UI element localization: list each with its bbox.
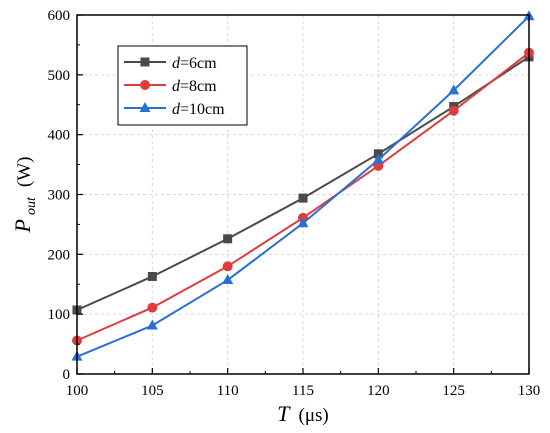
x-axis-unit: (μs)	[299, 405, 329, 426]
y-tick-label: 0	[63, 367, 71, 383]
y-axis-symbol: P	[10, 219, 35, 233]
data-point-triangle	[146, 319, 158, 330]
data-point-circle	[147, 302, 158, 313]
x-tick-label: 100	[66, 383, 89, 399]
data-point-square	[140, 57, 150, 67]
y-tick-label: 300	[48, 188, 71, 204]
data-point-triangle	[448, 84, 460, 95]
y-tick-label: 200	[48, 247, 71, 263]
legend-entry: d=10cm	[124, 101, 225, 118]
data-point-circle	[222, 261, 233, 272]
legend-label: d=8cm	[172, 78, 217, 95]
data-point-triangle	[372, 153, 384, 164]
x-tick-label: 120	[367, 383, 390, 399]
y-tick-label: 100	[48, 307, 71, 323]
data-point-triangle	[297, 217, 309, 228]
legend-label: d=6cm	[172, 55, 217, 72]
y-axis-unit: (W)	[14, 157, 35, 188]
data-point-square	[147, 271, 157, 281]
legend-label-value: =8cm	[180, 78, 217, 95]
data-point-triangle	[139, 102, 151, 112]
legend-entry: d=8cm	[124, 78, 217, 95]
x-axis-symbol: T	[277, 401, 291, 426]
y-tick-label: 600	[48, 8, 71, 24]
legend-entry: d=6cm	[124, 55, 217, 72]
data-point-square	[223, 234, 233, 244]
legend-label: d=10cm	[172, 101, 225, 118]
data-point-circle	[448, 105, 459, 116]
x-tick-label: 105	[141, 383, 164, 399]
legend-label-var: d	[172, 78, 181, 95]
legend-label-var: d	[172, 101, 181, 118]
series-lines	[71, 10, 535, 361]
x-tick-label: 130	[518, 383, 541, 399]
x-tick-label: 110	[217, 383, 239, 399]
data-point-circle	[140, 80, 150, 90]
x-axis-title: T (μs)	[277, 401, 329, 426]
y-axis-title: P out (W)	[10, 157, 39, 234]
data-point-triangle	[222, 274, 234, 285]
x-tick-label: 125	[442, 383, 465, 399]
y-tick-label: 400	[48, 128, 71, 144]
y-axis-subscript: out	[24, 196, 39, 215]
x-tick-label: 115	[292, 383, 314, 399]
legend-label-value: =10cm	[180, 101, 225, 118]
data-point-square	[298, 193, 308, 203]
y-tick-label: 500	[48, 68, 71, 84]
legend-label-value: =6cm	[180, 55, 217, 72]
legend-label-var: d	[172, 55, 181, 72]
